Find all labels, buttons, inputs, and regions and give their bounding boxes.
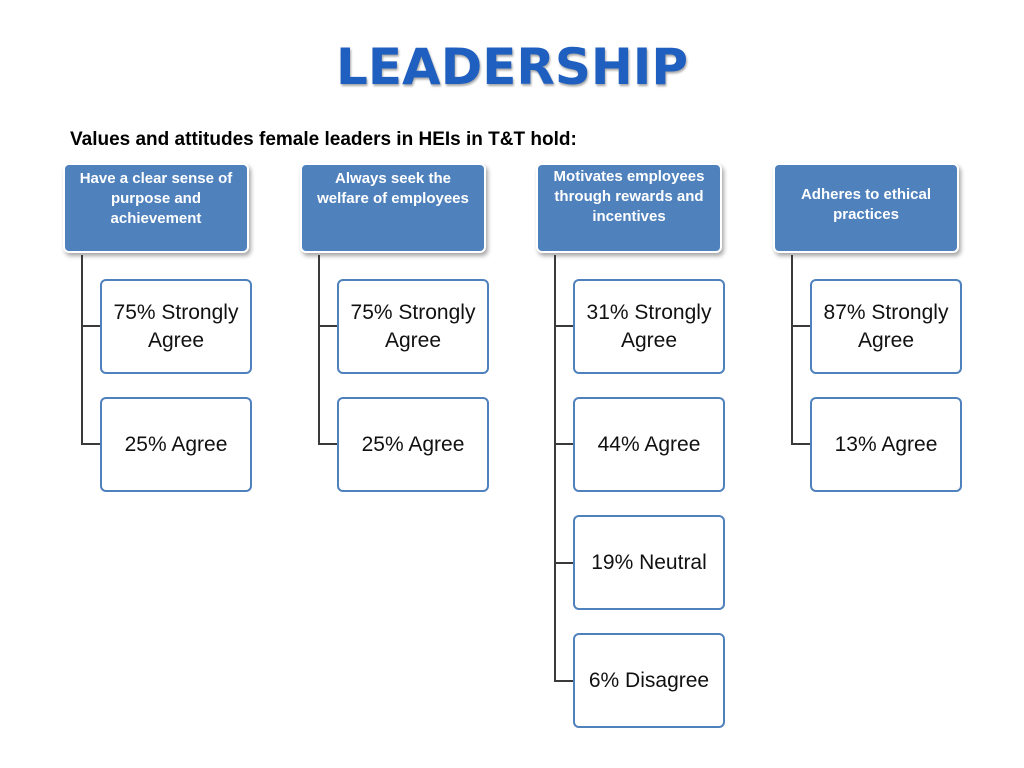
response-box: 44% Agree: [573, 397, 725, 492]
response-box: 19% Neutral: [573, 515, 725, 610]
slide-subtitle: Values and attitudes female leaders in H…: [70, 129, 577, 150]
connector-vertical: [554, 255, 556, 682]
connector-horizontal: [81, 325, 101, 327]
response-box: 13% Agree: [810, 397, 962, 492]
header-box-welfare: Always seek the welfare of employees: [300, 163, 486, 253]
connector-horizontal: [554, 325, 574, 327]
connector-horizontal: [554, 443, 574, 445]
response-box: 87% Strongly Agree: [810, 279, 962, 374]
connector-vertical: [81, 255, 83, 445]
response-box: 75% Strongly Agree: [337, 279, 489, 374]
response-box: 31% Strongly Agree: [573, 279, 725, 374]
header-box-motivation: Motivates employees through rewards and …: [536, 163, 722, 253]
connector-horizontal: [791, 325, 811, 327]
response-box: 25% Agree: [337, 397, 489, 492]
connector-horizontal: [81, 443, 101, 445]
response-box: 75% Strongly Agree: [100, 279, 252, 374]
response-box: 25% Agree: [100, 397, 252, 492]
connector-horizontal: [318, 443, 338, 445]
response-box: 6% Disagree: [573, 633, 725, 728]
slide-title: LEADERSHIP: [336, 38, 688, 96]
header-box-purpose: Have a clear sense of purpose and achiev…: [63, 163, 249, 253]
connector-horizontal: [554, 562, 574, 564]
connector-vertical: [318, 255, 320, 445]
connector-horizontal: [791, 443, 811, 445]
header-box-ethics: Adheres to ethical practices: [773, 163, 959, 253]
connector-horizontal: [554, 680, 574, 682]
connector-horizontal: [318, 325, 338, 327]
connector-vertical: [791, 255, 793, 445]
